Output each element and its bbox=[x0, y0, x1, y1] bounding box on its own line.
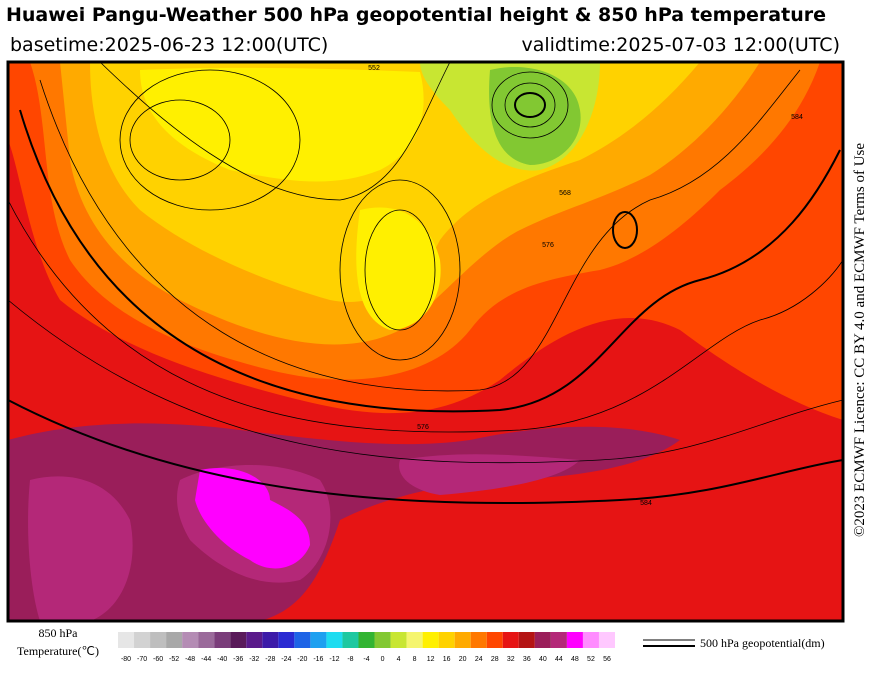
colorbar-tick-label: -24 bbox=[281, 656, 291, 663]
validtime: validtime:2025-07-03 12:00(UTC) bbox=[521, 34, 840, 56]
contour-label: 584 bbox=[791, 114, 803, 121]
colorbar-tick-label: 28 bbox=[491, 656, 499, 663]
colorbar-tick-label: -44 bbox=[201, 656, 211, 663]
colorbar-swatch bbox=[454, 632, 471, 648]
colorbar-swatch bbox=[502, 632, 519, 648]
colorbar: -80 -70 -60 -52 -48 -44 -40 -36 -32 -28 -24 -20 -16-… bbox=[118, 632, 615, 663]
colorbar-tick-label: -70 bbox=[137, 656, 147, 663]
colorbar-tick-label: -52 bbox=[169, 656, 179, 663]
contour-label: 576 bbox=[417, 424, 429, 431]
colorbar-swatch bbox=[134, 632, 151, 648]
map: 552 576 584 584 576 568 bbox=[6, 60, 845, 623]
colorbar-swatch bbox=[246, 632, 263, 648]
hot-region-4 bbox=[399, 454, 580, 495]
basetime: basetime:2025-06-23 12:00(UTC) bbox=[10, 34, 329, 56]
colorbar-swatch bbox=[166, 632, 183, 648]
colorbar-swatch bbox=[150, 632, 167, 648]
colorbar-tick-label: -48 bbox=[185, 656, 195, 663]
colorbar-swatch bbox=[230, 632, 247, 648]
colorbar-swatch bbox=[358, 632, 375, 648]
colorbar-tick-label: 0 bbox=[381, 656, 385, 663]
colorbar-tick-label: -28 bbox=[265, 656, 275, 663]
legend-label: 850 hPa bbox=[39, 626, 79, 640]
title: Huawei Pangu-Weather 500 hPa geopotentia… bbox=[6, 4, 826, 26]
colorbar-swatch bbox=[278, 632, 295, 648]
colorbar-tick-label: 24 bbox=[475, 656, 483, 663]
colorbar-swatch bbox=[390, 632, 407, 648]
colorbar-tick-label: -16 bbox=[313, 656, 323, 663]
colorbar-tick-label: 48 bbox=[571, 656, 579, 663]
colorbar-swatch bbox=[406, 632, 423, 648]
credit: ©2023 ECMWF Licence: CC BY 4.0 and ECMWF… bbox=[852, 143, 868, 537]
colorbar-swatch bbox=[294, 632, 311, 648]
colorbar-tick-label: 8 bbox=[413, 656, 417, 663]
colorbar-swatch bbox=[214, 632, 231, 648]
colorbar-swatch bbox=[534, 632, 551, 648]
map-frame bbox=[6, 60, 845, 623]
colorbar-tick-label: -20 bbox=[297, 656, 307, 663]
colorbar-swatch bbox=[310, 632, 327, 648]
colorbar-swatch bbox=[326, 632, 343, 648]
colorbar-tick-label: -8 bbox=[347, 656, 353, 663]
colorbar-tick-label: 12 bbox=[427, 656, 435, 663]
colorbar-tick-label: 36 bbox=[523, 656, 531, 663]
hot-region-2 bbox=[28, 476, 133, 621]
colorbar-tick-label: -60 bbox=[153, 656, 163, 663]
colorbar-swatch bbox=[470, 632, 487, 648]
colorbar-tick-label: -80 bbox=[121, 656, 131, 663]
colorbar-tick-label: 52 bbox=[587, 656, 595, 663]
legend-label: Temperature(℃) bbox=[17, 644, 99, 658]
cool-region-3 bbox=[356, 207, 441, 330]
colorbar-tick-label: 20 bbox=[459, 656, 467, 663]
colorbar-swatch bbox=[422, 632, 439, 648]
hottest-region bbox=[195, 468, 310, 569]
colorbar-swatch bbox=[262, 632, 279, 648]
colorbar-tick-label: -32 bbox=[249, 656, 259, 663]
colorbar-tick-label: -36 bbox=[233, 656, 243, 663]
colorbar-swatch bbox=[598, 632, 615, 648]
colorbar-tick-label: 4 bbox=[397, 656, 401, 663]
colorbar-tick-label: -12 bbox=[329, 656, 339, 663]
contours bbox=[7, 61, 844, 505]
colorbar-tick-label: -40 bbox=[217, 656, 227, 663]
cool-region-2 bbox=[140, 67, 424, 182]
colorbar-swatch bbox=[374, 632, 391, 648]
colorbar-swatch bbox=[438, 632, 455, 648]
colorbar-swatch bbox=[550, 632, 567, 648]
colorbar-swatch bbox=[582, 632, 599, 648]
colorbar-swatch bbox=[182, 632, 199, 648]
colorbar-swatch bbox=[486, 632, 503, 648]
contour-label: 568 bbox=[559, 190, 571, 197]
colorbar-tick-label: 40 bbox=[539, 656, 547, 663]
colorbar-tick-label: 32 bbox=[507, 656, 515, 663]
contour-label: 576 bbox=[542, 242, 554, 249]
colorbar-swatch bbox=[566, 632, 583, 648]
contour-label: 584 bbox=[640, 500, 652, 507]
colorbar-swatch bbox=[118, 632, 135, 648]
colorbar-swatch bbox=[342, 632, 359, 648]
colorbar-swatch bbox=[198, 632, 215, 648]
colorbar-tick-label: -4 bbox=[363, 656, 369, 663]
contour-label: 552 bbox=[368, 65, 380, 72]
colorbar-tick-label: 44 bbox=[555, 656, 563, 663]
legend-label: 500 hPa geopotential(dm) bbox=[700, 636, 825, 650]
colorbar-tick-label: 56 bbox=[603, 656, 611, 663]
colorbar-tick-label: 16 bbox=[443, 656, 451, 663]
colorbar-swatch bbox=[518, 632, 535, 648]
